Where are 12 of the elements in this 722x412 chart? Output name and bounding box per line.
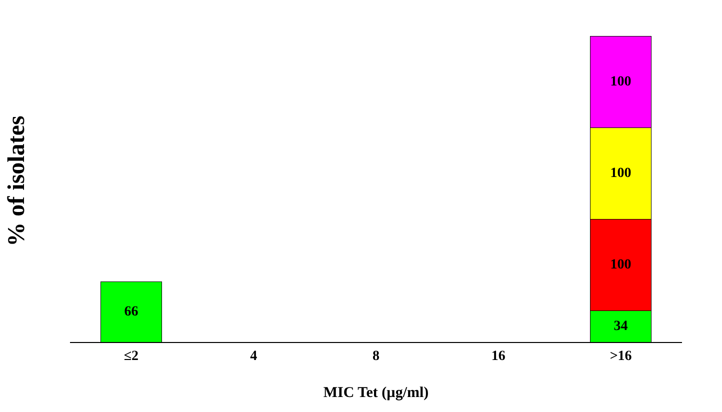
data-label: 34	[614, 318, 628, 334]
x-axis-title: MIC Tet (µg/ml)	[323, 385, 429, 401]
data-label: 100	[610, 74, 632, 90]
data-label: 100	[610, 258, 632, 273]
x-tick-label: 16	[491, 348, 506, 364]
x-tick-label: 8	[372, 348, 380, 364]
data-label: 100	[610, 166, 632, 181]
data-label: 66	[124, 304, 138, 320]
y-axis-title: % of isolates	[4, 116, 30, 246]
x-tick-label: ≤2	[124, 348, 139, 364]
x-tick-label: >16	[610, 348, 632, 364]
x-tick-label: 4	[250, 348, 258, 364]
